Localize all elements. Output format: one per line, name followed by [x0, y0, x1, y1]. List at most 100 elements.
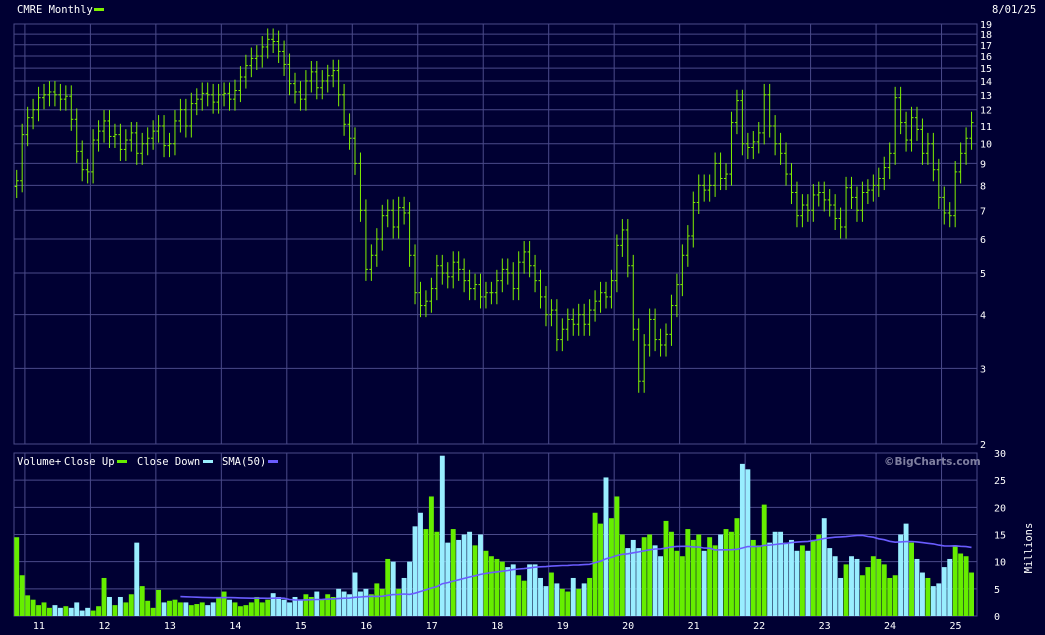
price-tick-label: 18	[980, 30, 992, 41]
volume-bar	[216, 596, 222, 616]
volume-bar	[816, 534, 822, 616]
volume-bar	[532, 564, 538, 616]
volume-tick-label: 25	[994, 476, 1006, 487]
volume-bar	[456, 539, 462, 616]
close-down-swatch	[203, 460, 213, 463]
volume-bar	[423, 529, 429, 616]
volume-bar	[925, 577, 931, 616]
volume-bar	[669, 531, 674, 616]
volume-bar	[914, 558, 920, 616]
price-tick-label: 9	[980, 159, 986, 170]
volume-bar	[134, 542, 140, 616]
volume-bar	[729, 531, 734, 616]
volume-bar	[248, 602, 254, 616]
volume-bar	[156, 589, 162, 616]
volume-bar	[499, 561, 505, 616]
x-tick-label: 25	[950, 621, 962, 632]
volume-bar	[57, 607, 63, 616]
x-tick-label: 12	[98, 621, 110, 632]
volume-bar	[325, 594, 331, 616]
price-tick-label: 12	[980, 106, 992, 117]
watermark: ©BigCharts.com	[884, 456, 981, 468]
volume-bar	[947, 558, 953, 616]
volume-tick-label: 15	[994, 531, 1006, 542]
volume-bar	[505, 567, 511, 616]
volume-bar	[718, 534, 724, 616]
volume-bar	[554, 583, 560, 616]
volume-bar	[183, 602, 189, 616]
volume-bar	[767, 542, 773, 616]
x-tick-label: 23	[819, 621, 831, 632]
volume-bar	[74, 602, 80, 616]
volume-bar	[297, 599, 303, 616]
volume-bar	[548, 572, 554, 616]
volume-bar	[625, 548, 631, 616]
volume-bar	[510, 564, 516, 616]
volume-bar	[772, 531, 778, 616]
volume-bar	[674, 550, 680, 616]
volume-bar	[559, 588, 565, 616]
volume-bar	[401, 577, 407, 616]
volume-bar	[319, 599, 325, 616]
volume-bar	[849, 556, 854, 616]
volume-bar	[117, 596, 123, 616]
symbol-label: CMRE Monthly	[17, 4, 93, 16]
volume-bar	[516, 575, 522, 616]
volume-bar	[739, 463, 745, 616]
price-tick-label: 2	[980, 440, 986, 451]
volume-bar	[210, 602, 216, 616]
volume-bar	[434, 531, 440, 616]
volume-bar	[96, 606, 102, 616]
volume-bar	[870, 556, 876, 616]
volume-bar	[19, 575, 25, 616]
volume-bar	[167, 600, 172, 616]
volume-bar	[450, 529, 456, 616]
x-tick-label: 22	[753, 621, 765, 632]
volume-tick-label: 0	[994, 612, 1000, 623]
volume-bar	[472, 545, 478, 616]
x-tick-label: 14	[229, 621, 241, 632]
volume-bar	[859, 575, 865, 616]
volume-bar	[265, 599, 271, 616]
price-tick-label: 8	[980, 181, 986, 192]
volume-bar	[467, 531, 473, 616]
volume-bar	[237, 606, 243, 616]
volume-bar	[368, 594, 374, 616]
volume-bar	[25, 595, 31, 616]
volume-bar	[41, 602, 47, 616]
volume-y-axis: 0 5 10 15 20 25 30	[994, 449, 1006, 623]
volume-bar	[570, 577, 576, 616]
volume-bar	[85, 607, 91, 616]
volume-bar	[52, 605, 58, 616]
volume-bar	[854, 558, 860, 616]
volume-tick-label: 20	[994, 503, 1006, 514]
volume-bar	[292, 596, 298, 616]
volume-bar	[494, 558, 500, 616]
volume-bar	[876, 558, 882, 616]
x-tick-label: 21	[688, 621, 700, 632]
volume-bar	[827, 548, 833, 616]
volume-bar	[707, 537, 713, 616]
volume-bar	[478, 534, 483, 616]
volume-bar	[756, 545, 762, 616]
volume-bar	[543, 586, 549, 616]
volume-bar	[150, 607, 156, 616]
price-bars	[14, 28, 974, 393]
volume-bar	[690, 539, 696, 616]
volume-bar	[641, 537, 647, 616]
volume-bar	[587, 577, 593, 616]
x-axis: 11 12 13 14 15 16 17 18 19 20 21 22 23 24 25	[33, 621, 962, 632]
volume-bar	[439, 455, 445, 616]
x-tick-label: 15	[295, 621, 307, 632]
volume-bar	[36, 605, 42, 616]
volume-bar	[941, 567, 947, 616]
sma-line	[180, 534, 972, 601]
volume-bar	[963, 556, 969, 616]
x-tick-label: 20	[622, 621, 634, 632]
volume-tick-label: 5	[994, 585, 1000, 596]
price-tick-label: 11	[980, 122, 992, 133]
symbol-legend-swatch	[94, 8, 104, 11]
volume-bar	[843, 564, 849, 616]
